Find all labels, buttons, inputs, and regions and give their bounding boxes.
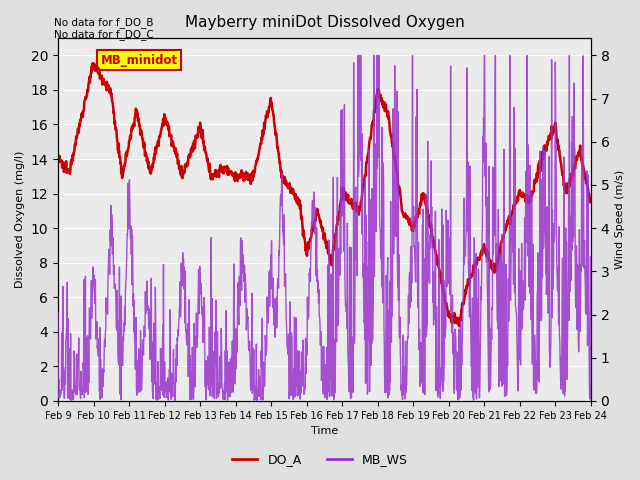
X-axis label: Time: Time (311, 426, 338, 436)
Y-axis label: Wind Speed (m/s): Wind Speed (m/s) (615, 170, 625, 269)
Text: MB_minidot: MB_minidot (100, 53, 178, 67)
Title: Mayberry miniDot Dissolved Oxygen: Mayberry miniDot Dissolved Oxygen (184, 15, 464, 30)
Y-axis label: Dissolved Oxygen (mg/l): Dissolved Oxygen (mg/l) (15, 151, 25, 288)
Text: No data for f_DO_B
No data for f_DO_C: No data for f_DO_B No data for f_DO_C (54, 17, 154, 40)
Legend: DO_A, MB_WS: DO_A, MB_WS (227, 448, 413, 471)
